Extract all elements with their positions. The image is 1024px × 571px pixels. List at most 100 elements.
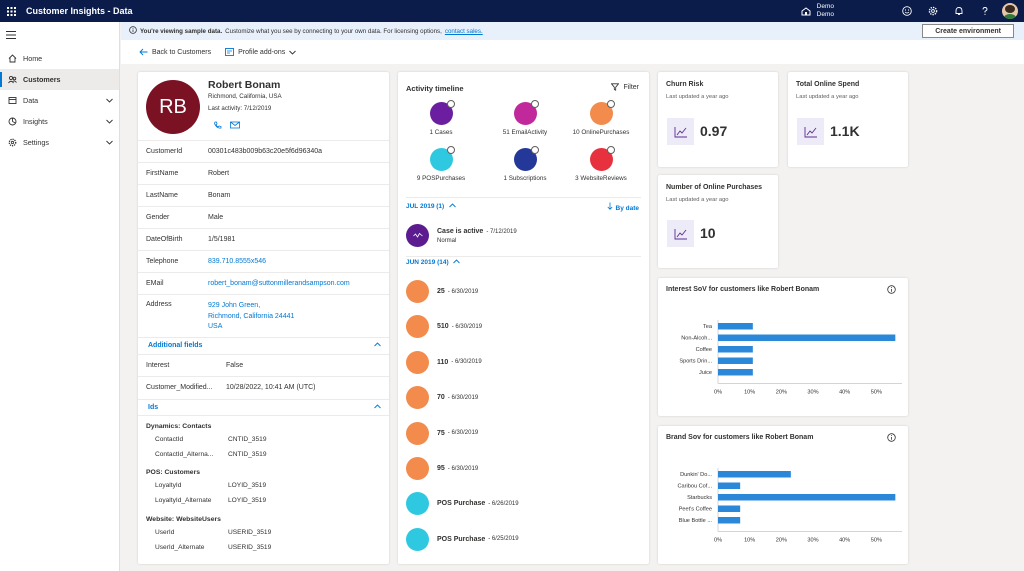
chevron-down-icon[interactable]	[106, 117, 113, 126]
back-to-customers-button[interactable]: Back to Customers	[139, 48, 211, 56]
environment-switcher[interactable]: Demo Demo	[801, 3, 834, 19]
phone-icon[interactable]	[213, 121, 222, 132]
activity-type-filter[interactable]: 1 Subscriptions	[485, 146, 565, 182]
create-environment-button[interactable]: Create environment	[922, 24, 1014, 38]
bar[interactable]	[718, 334, 896, 342]
category-label: Peet's Coffee	[679, 507, 712, 513]
activity-type-filter[interactable]: 51 EmailActivity	[485, 100, 565, 136]
timeline-item[interactable]: 510- 6/30/2019	[406, 315, 482, 339]
chart-trend-icon	[797, 118, 824, 145]
chart-trend-icon	[667, 220, 694, 247]
bar[interactable]	[718, 517, 741, 524]
chevron-down-icon[interactable]	[106, 96, 113, 105]
category-label: Starbucks	[687, 495, 712, 501]
additional-fields-header[interactable]: Additional fields	[138, 337, 389, 353]
contact-sales-link[interactable]: contact sales.	[444, 27, 483, 35]
timeline-item-title: POS Purchase	[437, 535, 486, 543]
customer-profile-card: RB Robert Bonam Richmond, California, US…	[138, 72, 389, 564]
nav-item-home[interactable]: Home	[0, 48, 119, 69]
user-avatar[interactable]	[1002, 3, 1018, 19]
month-header-jul[interactable]: JUL 2019 (1)	[406, 203, 456, 210]
bar[interactable]	[718, 505, 741, 513]
field-label: Interest	[146, 362, 170, 369]
timeline-item[interactable]: POS Purchase - 6/25/2019	[406, 527, 519, 551]
timeline-item[interactable]: 25- 6/30/2019	[406, 280, 478, 303]
timeline-item-date: - 6/30/2019	[447, 465, 479, 472]
kpi-updated: Last updated a year ago	[796, 94, 859, 100]
nav-item-insights[interactable]: Insights	[0, 111, 119, 132]
field-label: DateOfBirth	[146, 236, 183, 243]
email-link[interactable]: robert_bonam@suttonmillerandsampson.com	[208, 280, 350, 287]
info-icon[interactable]	[887, 433, 896, 444]
filter-button[interactable]: Filter	[611, 83, 639, 91]
category-label: Sports Drin...	[679, 359, 712, 365]
timeline-item-date: - 6/30/2019	[447, 288, 479, 295]
field-row-email: EMail robert_bonam@suttonmillerandsampson…	[138, 272, 389, 294]
timeline-item-case[interactable]: Case is active - 7/12/2019 Normal	[406, 224, 517, 247]
bar[interactable]	[718, 369, 753, 376]
field-label: Gender	[146, 214, 170, 221]
telephone-link[interactable]: 839.710.8555x546	[208, 258, 266, 265]
id-key: ContactId	[155, 436, 184, 443]
bar[interactable]	[718, 494, 896, 501]
profile-addons-button[interactable]: Profile add-ons	[225, 48, 300, 56]
chevron-down-icon[interactable]	[106, 138, 113, 147]
hamburger-icon[interactable]	[0, 22, 119, 48]
field-value: 10/28/2022, 10:41 AM (UTC)	[226, 384, 316, 391]
nav-item-customers[interactable]: Customers	[0, 69, 119, 90]
help-icon[interactable]	[972, 0, 998, 22]
timeline-item[interactable]: 110- 6/30/2019	[406, 350, 482, 374]
bar[interactable]	[718, 357, 753, 365]
bar[interactable]	[718, 482, 741, 490]
timeline-item[interactable]: 75- 6/30/2019	[406, 421, 478, 445]
mail-icon[interactable]	[230, 121, 240, 132]
address-link[interactable]: 929 John Green, Richmond, California 244…	[200, 301, 294, 333]
brand-sov-chart: Dunkin' Do... Caribou Cof... Starbucks Peet…	[677, 468, 902, 544]
info-icon	[129, 26, 137, 36]
bell-icon[interactable]	[946, 0, 972, 22]
x-tick-label: 40%	[839, 390, 850, 396]
gear-icon[interactable]	[920, 0, 946, 22]
timeline-item[interactable]: 95- 6/30/2019	[406, 457, 478, 480]
activity-type-filter[interactable]: 1 Cases	[401, 100, 481, 136]
id-value: USERID_3519	[228, 529, 272, 536]
nav-item-data[interactable]: Data	[0, 90, 119, 111]
field-row-gender: Gender Male	[138, 206, 389, 228]
timeline-item[interactable]: 70- 6/30/2019	[406, 386, 478, 410]
bar[interactable]	[718, 471, 791, 478]
activity-type-filter[interactable]: 3 WebsiteReviews	[561, 146, 641, 182]
data-icon	[7, 96, 17, 106]
activity-type-filter[interactable]: 9 POSPurchases	[401, 146, 481, 182]
bar[interactable]	[718, 346, 753, 353]
x-tick-label: 30%	[807, 538, 818, 544]
field-value: Male	[208, 214, 224, 221]
activity-type-filter[interactable]: 10 OnlinePurchases	[561, 100, 641, 136]
nav-item-label: Insights	[23, 117, 48, 126]
ids-header[interactable]: Ids	[138, 399, 389, 415]
id-value: CNTID_3519	[228, 436, 267, 443]
timeline-item-date: - 6/30/2019	[451, 359, 482, 366]
app-launcher-icon[interactable]	[0, 0, 22, 22]
activity-dot-icon	[406, 421, 429, 445]
field-label: CustomerId	[146, 148, 183, 155]
sort-by-date-button[interactable]: By date	[607, 202, 639, 212]
nav-item-settings[interactable]: Settings	[0, 132, 119, 153]
activity-type-label: 3 WebsiteReviews	[575, 175, 627, 182]
bar[interactable]	[718, 323, 753, 330]
id-row: ContactId_Alterna... CNTID_3519	[155, 451, 266, 458]
month-header-jun[interactable]: JUN 2019 (14)	[406, 259, 461, 266]
timeline-item[interactable]: POS Purchase - 6/26/2019	[406, 492, 519, 516]
activity-dot-icon	[406, 457, 429, 480]
x-tick-label: 20%	[776, 390, 787, 396]
x-tick-label: 0%	[714, 390, 722, 396]
field-value: Robert	[208, 170, 230, 177]
smiley-icon[interactable]	[894, 0, 920, 22]
info-icon[interactable]	[887, 285, 896, 296]
back-label: Back to Customers	[152, 48, 212, 56]
kpi-card-churn-risk: Churn Risk Last updated a year ago 0.97	[658, 72, 778, 167]
kpi-title: Churn Risk	[666, 81, 704, 88]
category-label: Coffee	[696, 347, 712, 353]
activity-type-icon	[513, 100, 539, 125]
activity-dot-icon	[406, 492, 429, 516]
field-row-dateofbirth: DateOfBirth 1/5/1981	[138, 228, 389, 250]
